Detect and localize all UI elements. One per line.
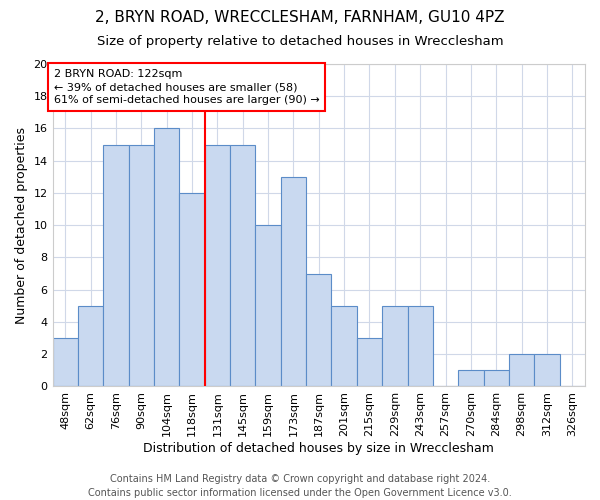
Bar <box>484 370 509 386</box>
Bar <box>78 306 103 386</box>
X-axis label: Distribution of detached houses by size in Wrecclesham: Distribution of detached houses by size … <box>143 442 494 455</box>
Bar <box>331 306 357 386</box>
Bar <box>306 274 331 386</box>
Bar <box>103 144 128 386</box>
Text: 2 BRYN ROAD: 122sqm
← 39% of detached houses are smaller (58)
61% of semi-detach: 2 BRYN ROAD: 122sqm ← 39% of detached ho… <box>54 69 320 105</box>
Bar <box>205 144 230 386</box>
Bar <box>230 144 256 386</box>
Bar <box>128 144 154 386</box>
Bar <box>357 338 382 386</box>
Bar <box>256 225 281 386</box>
Bar <box>458 370 484 386</box>
Text: Size of property relative to detached houses in Wrecclesham: Size of property relative to detached ho… <box>97 35 503 48</box>
Bar <box>534 354 560 386</box>
Bar <box>407 306 433 386</box>
Bar <box>281 177 306 386</box>
Bar <box>382 306 407 386</box>
Text: 2, BRYN ROAD, WRECCLESHAM, FARNHAM, GU10 4PZ: 2, BRYN ROAD, WRECCLESHAM, FARNHAM, GU10… <box>95 10 505 25</box>
Bar <box>179 193 205 386</box>
Text: Contains HM Land Registry data © Crown copyright and database right 2024.
Contai: Contains HM Land Registry data © Crown c… <box>88 474 512 498</box>
Y-axis label: Number of detached properties: Number of detached properties <box>15 126 28 324</box>
Bar <box>53 338 78 386</box>
Bar <box>509 354 534 386</box>
Bar <box>154 128 179 386</box>
